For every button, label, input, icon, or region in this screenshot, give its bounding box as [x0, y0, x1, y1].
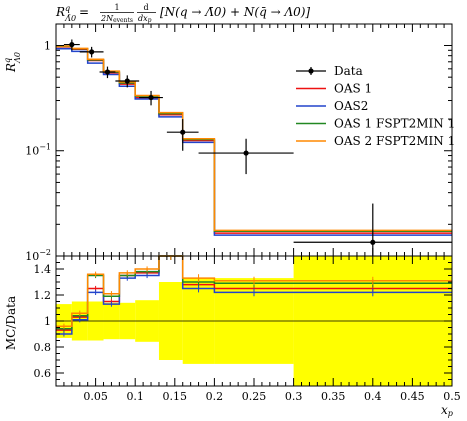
- main-ylabel: RqΛ0: [3, 52, 22, 73]
- ratio-xtick-label-2: 0.15: [163, 390, 188, 403]
- data-point-0: [69, 41, 75, 48]
- main-ytick-label-0: 1: [44, 39, 51, 52]
- legend-item-0: Data: [296, 64, 363, 78]
- main-series-3: [56, 45, 452, 232]
- title-lhs-sup: q: [65, 4, 70, 13]
- legend-label-3: OAS 1 FSPT2MIN 1: [334, 117, 455, 131]
- data-point-3: [124, 78, 130, 84]
- title-frac2-num: d: [143, 3, 148, 12]
- ratio-panel: 0.6 0.8 1 1.2 1.4 0.05 0.1 0.15 0.2 0.25 0.3 0.35 0.…: [34, 255, 461, 403]
- main-panel: 1 10−1 10−2 Data OAS 1 OAS2 OAS 1 FSPT2MIN 1 OA…: [25, 23, 455, 263]
- title-frac2-den: dxp: [138, 14, 152, 24]
- ratio-xtick-label-5: 0.3: [285, 390, 303, 403]
- legend-label-4: OAS 2 FSPT2MIN 1: [334, 134, 455, 148]
- ratio-ytick-label-3: 1.2: [34, 289, 52, 302]
- xlabel: xp: [441, 403, 453, 418]
- main-ytick-label-1: 10−1: [25, 143, 51, 158]
- data-point-7: [370, 239, 376, 245]
- ratio-ylabel: MC/Data: [4, 296, 18, 350]
- ratio-xtick-label-7: 0.4: [364, 390, 382, 403]
- ratio-xtick-label-1: 0.1: [126, 390, 144, 403]
- title-fraction-1: 1 2Nevents: [100, 3, 134, 24]
- ratio-xtick-label-4: 0.25: [242, 390, 267, 403]
- ratio-ytick-label-0: 0.6: [34, 367, 52, 380]
- ratio-series-line-1: [56, 255, 452, 335]
- ratio-ytick-label-1: 0.8: [34, 341, 52, 354]
- legend-label-1: OAS 1: [334, 82, 372, 96]
- ratio-series-line-2: [56, 255, 452, 330]
- chart-title: Rq Λ̄0 =: [55, 4, 89, 23]
- ratio-ytick-label-4: 1.4: [34, 263, 52, 276]
- ratio-ytick-label-2: 1: [44, 315, 51, 328]
- title-frac1-num: 1: [114, 3, 119, 12]
- legend-item-2: OAS2: [296, 99, 368, 113]
- data-point-4: [148, 94, 154, 101]
- data-point-2: [104, 69, 111, 75]
- legend-item-3: OAS 1 FSPT2MIN 1: [296, 117, 455, 131]
- ratio-series-3: [56, 255, 452, 329]
- data-point-5: [180, 129, 186, 135]
- data-point-6: [243, 150, 249, 156]
- legend-item-4: OAS 2 FSPT2MIN 1: [296, 134, 455, 148]
- title-lhs-sub: Λ̄0: [64, 14, 76, 23]
- main-series-line-3: [56, 45, 452, 232]
- legend-label-2: OAS2: [334, 99, 368, 113]
- main-data-points: [63, 39, 452, 256]
- legend: Data OAS 1 OAS2 OAS 1 FSPT2MIN 1 OAS 2 FSPT2…: [296, 64, 455, 148]
- legend-label-0: Data: [334, 64, 363, 78]
- ratio-xtick-label-0: 0.05: [83, 390, 108, 403]
- main-ytick-label-2: 10−2: [25, 248, 51, 263]
- data-point-1: [89, 49, 95, 55]
- ratio-series-line-3: [56, 255, 452, 327]
- title-frac1-den: 2Nevents: [100, 14, 133, 24]
- title-fraction-2: d dxp: [137, 3, 156, 24]
- title-lhs: R: [55, 5, 65, 19]
- ratio-xtick-label-8: 0.45: [400, 390, 425, 403]
- legend-item-1: OAS 1: [296, 82, 372, 96]
- title-eq: =: [79, 5, 89, 19]
- ratio-xtick-label-3: 0.2: [206, 390, 224, 403]
- ratio-xtick-label-9: 0.5: [443, 390, 461, 403]
- ratio-xtick-label-6: 0.35: [321, 390, 346, 403]
- title-bracket: [N(q → Λ̄0) + N(q̄ → Λ0)]: [160, 5, 310, 19]
- legend-swatch-marker: [308, 68, 314, 74]
